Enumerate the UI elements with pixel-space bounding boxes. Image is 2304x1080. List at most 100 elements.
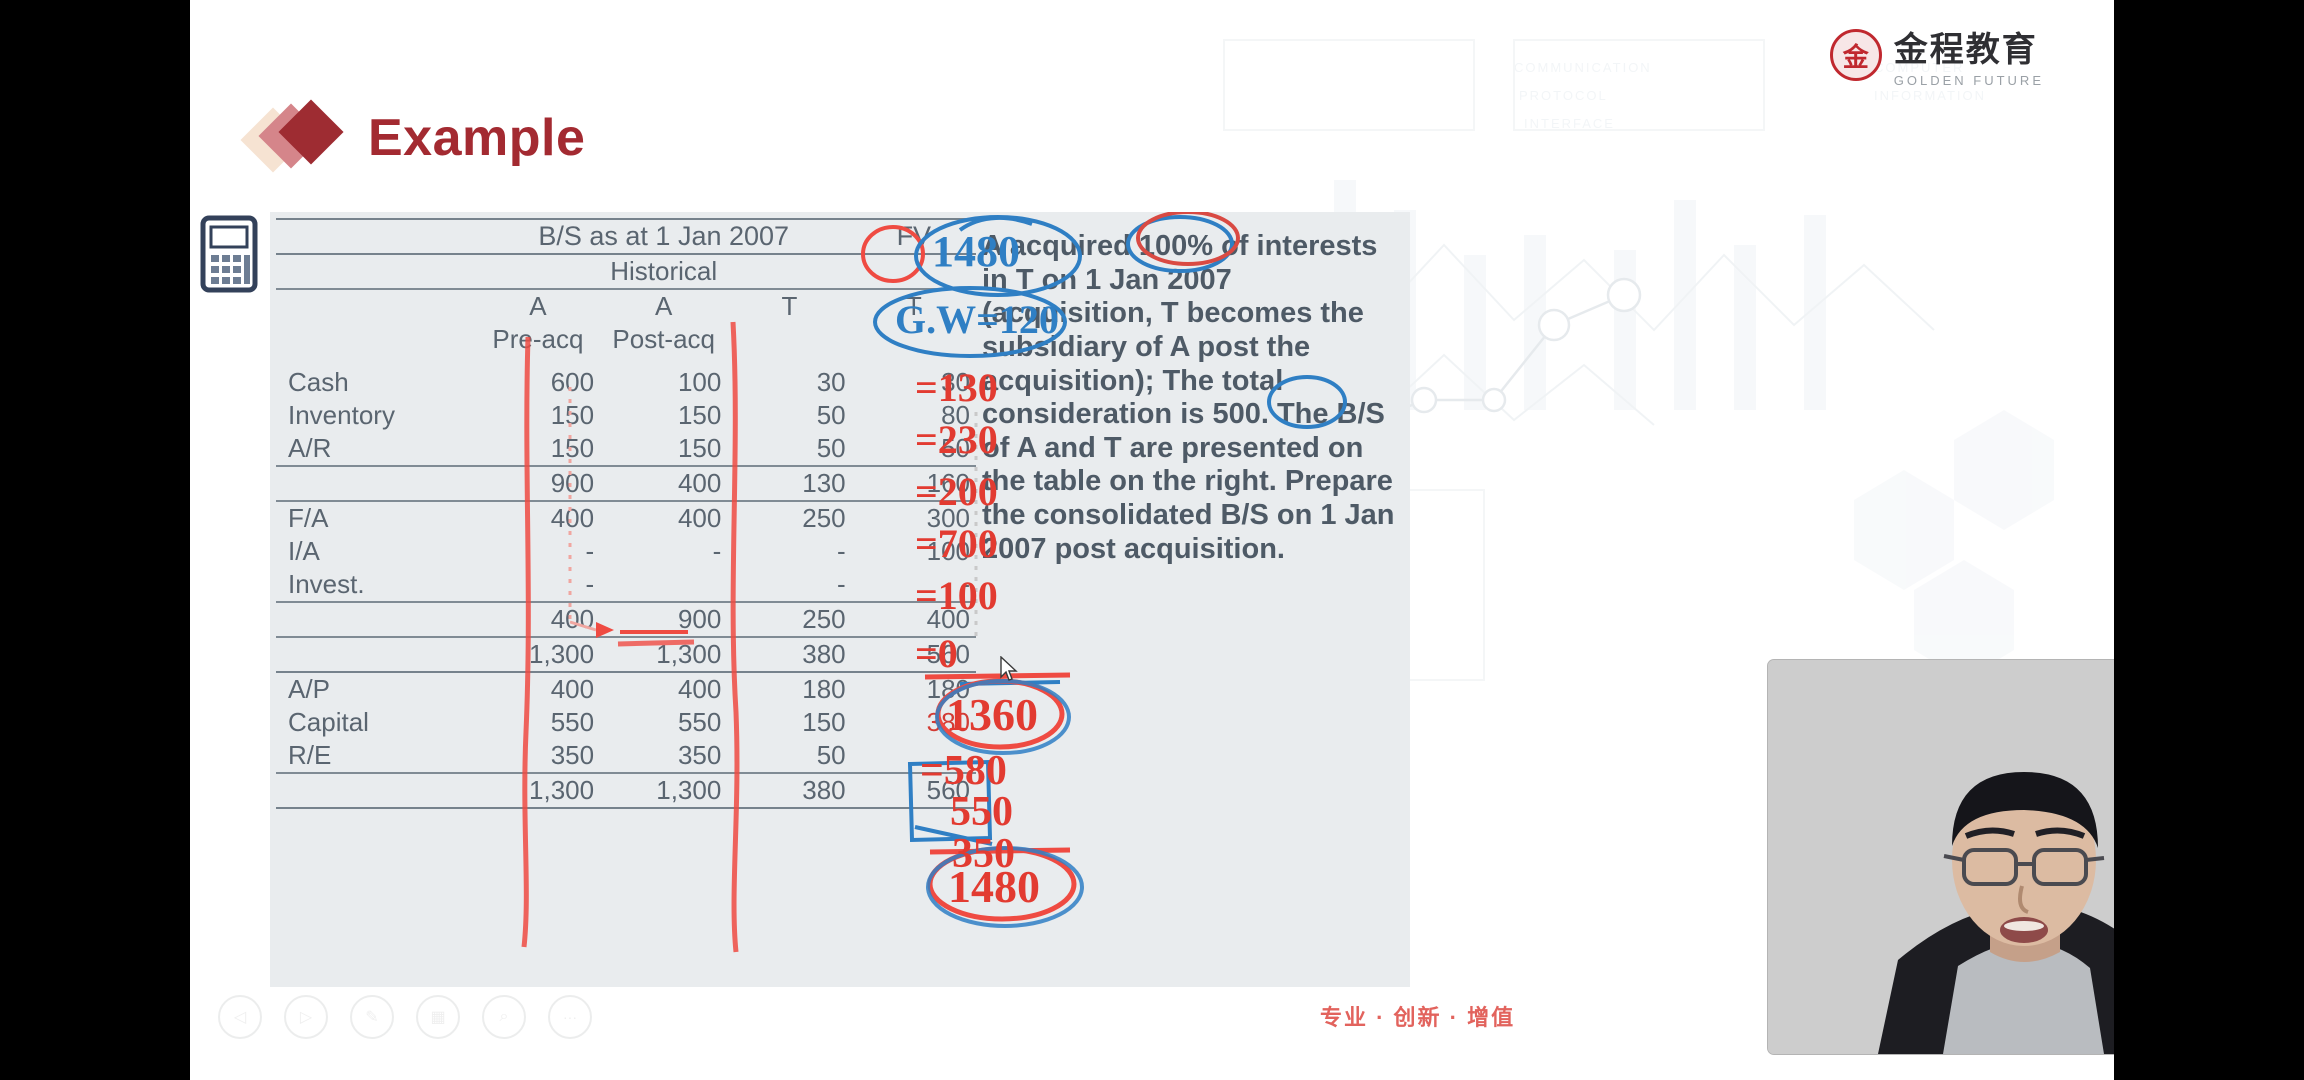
cell-a-pre: 1,300	[475, 772, 601, 809]
cell-a-pre: -	[585, 536, 595, 566]
cell-a-pre: 550	[550, 707, 595, 737]
example-content-card: B/S as at 1 Jan 2007 FV Historical A A T…	[270, 212, 1410, 987]
cell-a-pre: 900	[475, 465, 601, 501]
calculator-icon	[200, 215, 258, 293]
row-label: R/E	[288, 740, 332, 770]
historical-group-header: Historical	[610, 256, 718, 286]
balance-sheet-table: B/S as at 1 Jan 2007 FV Historical A A T…	[276, 218, 976, 809]
svg-text:INTERFACE: INTERFACE	[1524, 116, 1615, 131]
previous-button[interactable]: ◁	[218, 995, 262, 1039]
table-row: Invest. - 500 - -	[276, 568, 976, 602]
zoom-button[interactable]: ⌕	[482, 995, 526, 1039]
cell-t-fv: 560	[851, 636, 976, 673]
cell-a-pre: -	[585, 569, 595, 599]
instructor-video-panel[interactable]	[1768, 660, 2114, 1054]
col-a-pre-top: A	[475, 288, 601, 323]
instructor-video-frame	[1768, 660, 2114, 1054]
cell-a-pre: 1,300	[475, 636, 601, 673]
table-row: 900 400 130 160	[276, 465, 976, 501]
row-label: A/R	[288, 433, 332, 463]
cell-t-fv: 30	[941, 367, 970, 397]
grid-button[interactable]: ▦	[416, 995, 460, 1039]
search-icon: ⌕	[499, 1008, 509, 1025]
svg-text:PROTOCOL: PROTOCOL	[1519, 88, 1608, 103]
slide-stage: COMMUNICATION PROTOCOL INTERFACE COMPUTE…	[190, 0, 2114, 1080]
annotation-red-eq-3: =700	[915, 521, 998, 566]
cell-t-hist: 250	[727, 500, 852, 535]
row-label: A/P	[288, 674, 330, 704]
cell-t-hist: 50	[816, 740, 846, 770]
cell-t-hist: 50	[816, 433, 846, 463]
row-label: Capital	[288, 707, 369, 737]
table-row: I/A - - - 100	[276, 535, 976, 568]
cell-t-hist: 380	[727, 636, 852, 673]
cell-a-post: 150	[677, 433, 722, 463]
cell-t-hist: 380	[727, 772, 852, 809]
row-label: Cash	[288, 367, 349, 397]
annotation-red-eq-2: =200	[915, 469, 998, 514]
cell-t-fv: 300	[851, 500, 976, 535]
column-head-top-row: A A T T	[276, 288, 976, 323]
annotation-blue-1480: 1480	[932, 227, 1020, 276]
row-label: Inventory	[288, 400, 395, 430]
description-text: A acquired 100% of interests in T on 1 J…	[982, 230, 1395, 565]
cell-a-pre: 400	[550, 674, 595, 704]
table-row: A/P 400 400 180 180	[276, 672, 976, 706]
cell-a-post: 550	[677, 707, 722, 737]
column-head-sub-row: Pre-acq Post-acq	[276, 323, 976, 356]
pen-icon: ✎	[365, 1009, 379, 1026]
annotation-blue-goodwill: G.W=120	[895, 297, 1059, 342]
cell-a-pre: 150	[550, 433, 595, 463]
table-row: 1,300 1,300 380 560	[276, 772, 976, 809]
cell-t-fv: 100	[926, 536, 970, 566]
row-label	[276, 465, 476, 501]
cell-t-hist: -	[836, 569, 846, 599]
table-row: Cash 600 100 30 30	[276, 366, 976, 399]
previous-icon: ◁	[233, 1009, 247, 1026]
cell-t-hist: 30	[816, 367, 846, 397]
pen-button[interactable]: ✎	[350, 995, 394, 1039]
cell-a-pre: 400	[475, 601, 601, 637]
footer-tagline: 专业 · 创新 · 增值	[1320, 1005, 1516, 1030]
annotation-red-1360: 1360	[946, 689, 1038, 740]
brand-seal-icon: 金	[1829, 29, 1882, 81]
col-a-pre-sub: Pre-acq	[492, 324, 584, 354]
cell-t-hist: 50	[816, 400, 846, 430]
cell-a-pre: 600	[550, 367, 595, 397]
brand-name-cn: 金程教育	[1893, 31, 2038, 69]
next-icon: ▷	[299, 1009, 313, 1026]
annotation-red-eq-1: =230	[915, 417, 998, 462]
cell-a-post: 400	[600, 500, 728, 535]
table-row: Capital 550 550 150 380	[276, 706, 976, 739]
cell-a-post: 400	[600, 465, 728, 501]
svg-text:COMMUNICATION: COMMUNICATION	[1514, 60, 1652, 75]
grid-icon: ▦	[430, 1009, 446, 1026]
example-description: A acquired 100% of interests in T on 1 J…	[982, 230, 1402, 566]
table-row: 400 900 250 400	[276, 601, 976, 637]
next-button[interactable]: ▷	[284, 995, 328, 1039]
table-row: R/E 350 350 50	[276, 739, 976, 773]
table-row: Inventory 150 150 50 80	[276, 399, 976, 432]
row-label	[276, 601, 476, 637]
table-row: A/R 150 150 50 50	[276, 432, 976, 466]
row-label: Invest.	[288, 569, 365, 599]
brand-name-en: GOLDEN FUTURE	[1893, 73, 2044, 88]
cell-t-fv: 160	[851, 465, 976, 501]
more-button[interactable]: ···	[548, 995, 592, 1039]
row-label: I/A	[288, 536, 320, 566]
more-icon: ···	[563, 1009, 577, 1025]
table-title-row: B/S as at 1 Jan 2007 FV	[276, 218, 976, 255]
cell-t-hist: 150	[802, 707, 846, 737]
player-toolbar[interactable]: ◁ ▷ ✎ ▦ ⌕ ···	[218, 995, 592, 1039]
annotation-red-350: 350	[952, 831, 1015, 877]
cell-a-post: 150	[677, 400, 722, 430]
row-label	[276, 636, 476, 673]
cell-a-post: 1,300	[600, 772, 728, 809]
page-title: Example	[368, 109, 586, 167]
cell-t-fv: 50	[941, 433, 970, 463]
cell-a-pre: 150	[550, 400, 595, 430]
annotation-red-eq-5: =0	[915, 631, 958, 676]
cell-t-hist: 130	[727, 465, 852, 501]
table-row: F/A 400 400 250 300	[276, 500, 976, 535]
cell-a-post: -	[712, 536, 722, 566]
